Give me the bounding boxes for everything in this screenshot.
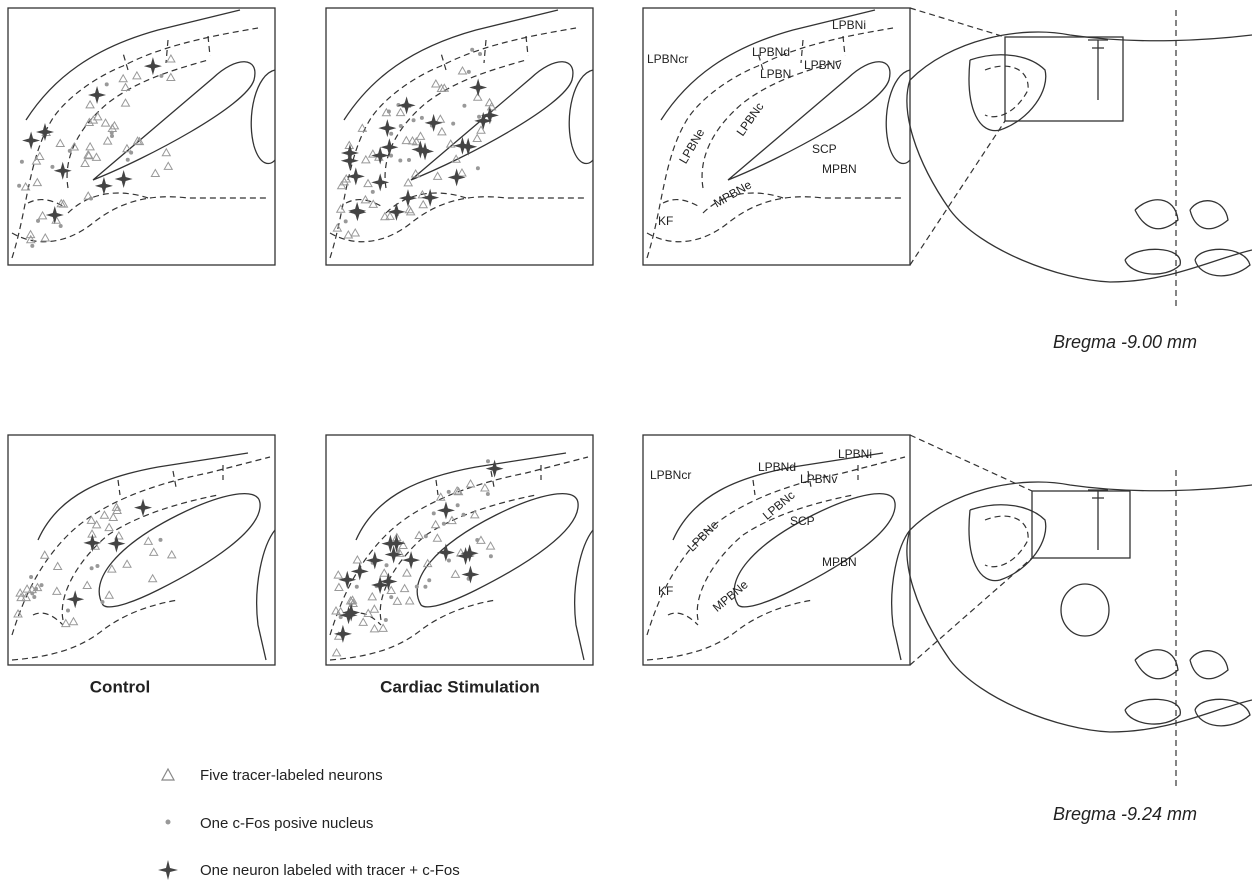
cfos-marker	[384, 618, 388, 622]
cfos-marker	[29, 575, 33, 579]
region-label: MPBN	[822, 555, 857, 569]
inset-box	[1005, 37, 1123, 121]
panel-stim-top	[326, 8, 593, 265]
inset-box	[1032, 491, 1130, 558]
cfos-marker	[478, 52, 482, 56]
bregma-label: Bregma -9.24 mm	[1053, 804, 1197, 824]
cfos-marker	[355, 585, 359, 589]
cfos-marker	[486, 459, 490, 463]
panel-stim-bottom	[326, 435, 593, 665]
cfos-marker	[95, 564, 99, 568]
cfos-marker	[476, 166, 480, 170]
cfos-marker	[467, 70, 471, 74]
cfos-marker	[105, 82, 109, 86]
cfos-marker	[456, 503, 460, 507]
condition-label: Control	[90, 677, 150, 696]
cfos-marker	[50, 165, 54, 169]
cfos-marker	[407, 158, 411, 162]
cfos-marker	[412, 118, 416, 122]
region-label: LPBNv	[804, 58, 841, 72]
bregma-label: Bregma -9.00 mm	[1053, 332, 1197, 352]
cfos-marker	[126, 158, 130, 162]
cfos-marker	[415, 585, 419, 589]
cfos-marker	[427, 578, 431, 582]
cfos-marker	[129, 151, 133, 155]
legend-symbol-triangle	[162, 769, 174, 780]
cfos-marker	[20, 160, 24, 164]
cfos-marker	[486, 492, 490, 496]
cfos-marker	[462, 513, 466, 517]
region-label: LPBNi	[838, 447, 872, 461]
cfos-marker	[30, 244, 34, 248]
brain-section-bottom	[907, 482, 1252, 732]
cfos-marker	[389, 595, 393, 599]
region-label: SCP	[790, 514, 815, 528]
cfos-marker	[442, 522, 446, 526]
cfos-marker	[387, 110, 391, 114]
cfos-marker	[17, 184, 21, 188]
cfos-marker	[399, 124, 403, 128]
cfos-marker	[451, 122, 455, 126]
cfos-marker	[462, 104, 466, 108]
cfos-marker	[66, 609, 70, 613]
region-label: MPBN	[822, 162, 857, 176]
cfos-marker	[424, 534, 428, 538]
region-label: LPBN	[760, 67, 791, 81]
region-label: KF	[658, 214, 673, 228]
cfos-marker	[475, 538, 479, 542]
cfos-marker	[90, 566, 94, 570]
cfos-marker	[344, 219, 348, 223]
region-label: LPBNd	[752, 45, 790, 59]
legend-label: One neuron labeled with tracer + c-Fos	[200, 862, 460, 879]
cfos-marker	[432, 511, 436, 515]
cfos-marker	[30, 591, 34, 595]
cfos-marker	[110, 134, 114, 138]
cfos-marker	[371, 190, 375, 194]
cfos-marker	[89, 197, 93, 201]
region-label: LPBNv	[800, 472, 837, 486]
cfos-marker	[40, 583, 44, 587]
legend: Five tracer-labeled neurons One c-Fos po…	[158, 767, 460, 880]
cfos-marker	[470, 48, 474, 52]
cfos-marker	[477, 115, 481, 119]
condition-label: Cardiac Stimulation	[380, 677, 540, 696]
cfos-marker	[159, 74, 163, 78]
cfos-marker	[32, 595, 36, 599]
legend-symbol-star	[158, 860, 178, 880]
figure: LPBNi LPBNcr LPBNd LPBN LPBNv LPBNe LPBN…	[0, 0, 1252, 885]
region-label: LPBNd	[758, 460, 796, 474]
cfos-marker	[423, 585, 427, 589]
cfos-marker	[68, 149, 72, 153]
legend-symbol-dot	[166, 820, 171, 825]
region-label: LPBNcr	[650, 468, 691, 482]
region-label: KF	[658, 584, 673, 598]
cfos-marker	[447, 490, 451, 494]
cfos-marker	[36, 219, 40, 223]
region-label: LPBNi	[832, 18, 866, 32]
legend-label: One c-Fos posive nucleus	[200, 815, 373, 832]
cfos-marker	[420, 116, 424, 120]
cfos-marker	[398, 158, 402, 162]
brain-section-top	[907, 32, 1252, 282]
panel-control-bottom	[8, 435, 275, 665]
region-label: LPBNcr	[647, 52, 688, 66]
panel-control-top	[8, 8, 275, 265]
cfos-marker	[489, 554, 493, 558]
zoom-lines	[910, 8, 1032, 665]
cfos-marker	[100, 600, 104, 604]
cfos-marker	[385, 563, 389, 567]
cfos-marker	[34, 587, 38, 591]
region-label: SCP	[812, 142, 837, 156]
cfos-marker	[59, 224, 63, 228]
legend-label: Five tracer-labeled neurons	[200, 767, 383, 784]
cfos-marker	[389, 132, 393, 136]
cfos-marker	[447, 558, 451, 562]
cfos-marker	[159, 538, 163, 542]
